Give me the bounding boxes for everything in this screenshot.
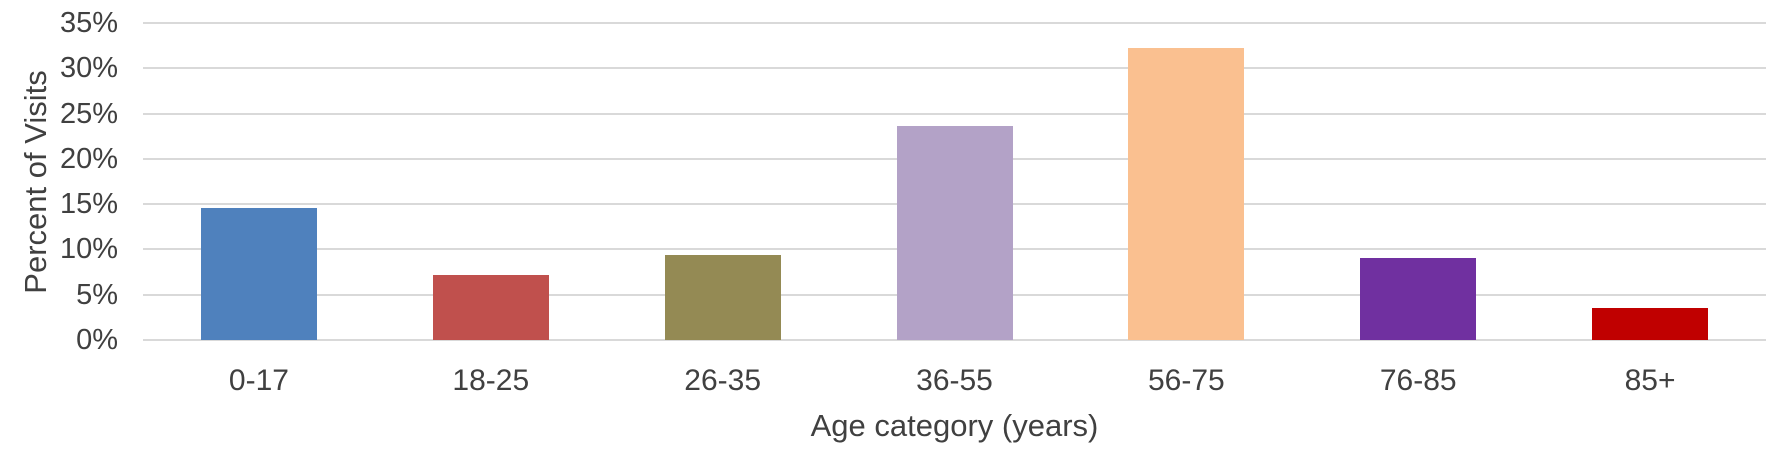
gridline [143,112,1766,115]
x-category-label: 85+ [1624,364,1676,397]
x-axis-line [143,339,1766,341]
bar-0-17 [200,207,317,340]
y-tick-label: 15% [59,188,118,221]
x-category-label: 26-35 [684,364,762,397]
y-tick-label: 0% [76,324,118,356]
bar-18-25 [432,274,549,340]
x-axis-title: Age category (years) [810,408,1099,443]
gridline [143,22,1766,24]
x-category-label: 56-75 [1147,364,1225,397]
y-tick-label: 35% [59,7,118,39]
bar-85+ [1592,308,1709,340]
y-tick-label: 5% [76,278,118,311]
gridline [143,67,1766,70]
bar-56-75 [1128,48,1245,340]
bar-36-55 [896,126,1013,340]
x-category-label: 76-85 [1379,364,1457,397]
x-category-label: 0-17 [228,364,289,397]
y-tick-label: 30% [59,52,118,85]
bar-26-35 [664,254,781,340]
plot-area [143,22,1766,341]
x-category-label: 36-55 [916,364,993,397]
y-tick-label: 10% [59,233,118,266]
x-category-label: 18-25 [452,364,530,397]
bar-76-85 [1360,257,1477,340]
y-tick-label: 20% [59,142,118,175]
y-tick-label: 25% [59,97,118,130]
